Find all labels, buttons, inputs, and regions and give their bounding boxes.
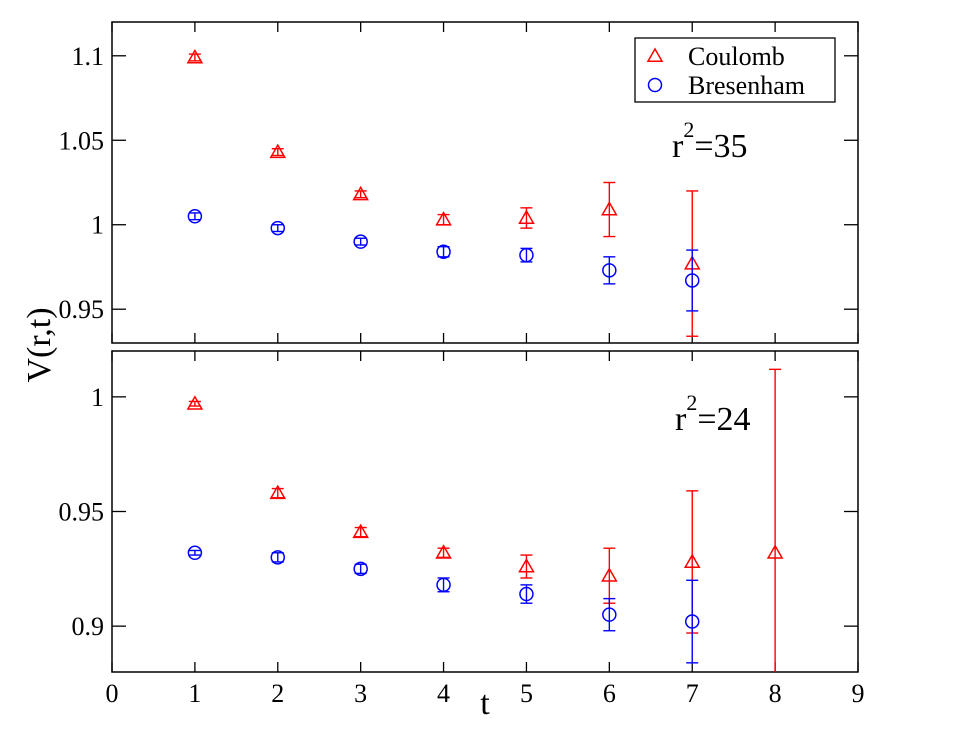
data-point-triangle [269, 143, 287, 159]
panel-annotation: r2=24 [675, 390, 751, 438]
data-point-circle [436, 244, 451, 260]
series-coulomb [186, 368, 784, 672]
data-point-triangle [435, 544, 452, 559]
data-point-circle [436, 577, 451, 593]
data-point-triangle [601, 567, 618, 582]
data-point-triangle [186, 395, 204, 410]
data-point-triangle [518, 209, 535, 224]
panel-frame [111, 350, 859, 673]
data-point-circle [187, 209, 203, 224]
x-tick-label: 5 [520, 679, 533, 708]
panel-annotation: r2=35 [672, 117, 748, 165]
x-tick-label: 2 [271, 679, 284, 708]
data-point-triangle [435, 211, 452, 226]
data-point-triangle [352, 185, 369, 201]
y-axis-label: V(r,t) [21, 307, 58, 382]
x-tick-label: 4 [437, 679, 450, 708]
y-tick-label: 1.1 [72, 42, 105, 71]
y-tick-label: 0.9 [72, 612, 105, 641]
x-tick-label: 7 [686, 679, 699, 708]
series-bresenham [187, 545, 700, 664]
data-point-circle [519, 586, 534, 602]
data-point-circle [353, 234, 368, 249]
y-tick-label: 0.95 [59, 295, 105, 324]
legend-frame [634, 37, 836, 103]
data-point-triangle [766, 544, 784, 559]
x-tick-label: 6 [603, 679, 616, 708]
y-tick-label: 1 [91, 211, 104, 240]
x-tick-label: 8 [769, 679, 782, 708]
panel-bottom: 0.9 0.95 1 r2=24 0 1 2 3 4 5 6 7 8 9 [59, 350, 865, 708]
data-point-circle [270, 550, 286, 565]
x-tick-label: 1 [188, 679, 201, 708]
series-coulomb [186, 48, 701, 337]
data-point-triangle [518, 558, 535, 573]
legend-marker-triangle [646, 47, 664, 62]
chart-panels: 0.95 1 1.05 1.1 r2=35 0.9 0.95 1 r2=24 0 1 2 3 4 5 6 7 8 9… [59, 21, 865, 708]
data-point-circle [353, 561, 368, 577]
x-tick-label: 9 [852, 679, 865, 708]
panel-frame [111, 21, 859, 344]
x-axis-label: t [480, 685, 490, 722]
data-point-triangle [186, 48, 204, 64]
legend-marker-circle [647, 77, 663, 93]
y-tick-label: 1.05 [59, 126, 105, 155]
data-point-circle [187, 545, 203, 561]
data-point-circle [519, 247, 534, 263]
legend-label: Bresenham [688, 71, 805, 100]
data-point-triangle [269, 484, 287, 500]
data-point-triangle [683, 553, 701, 568]
data-point-triangle [601, 201, 618, 216]
y-tick-label: 1 [91, 383, 104, 412]
data-point-circle [270, 220, 286, 236]
data-point-triangle [352, 523, 369, 539]
data-point-circle [684, 273, 700, 288]
y-tick-label: 0.95 [59, 498, 105, 527]
panel-top: 0.95 1 1.05 1.1 r2=35 [59, 21, 859, 344]
x-tick-label: 3 [354, 679, 367, 708]
data-point-circle [602, 263, 617, 278]
x-tick-label: 0 [106, 679, 119, 708]
data-point-circle [602, 607, 617, 622]
data-point-circle [684, 614, 700, 629]
series-bresenham [187, 209, 700, 312]
legend-label: Coulomb [688, 42, 785, 71]
